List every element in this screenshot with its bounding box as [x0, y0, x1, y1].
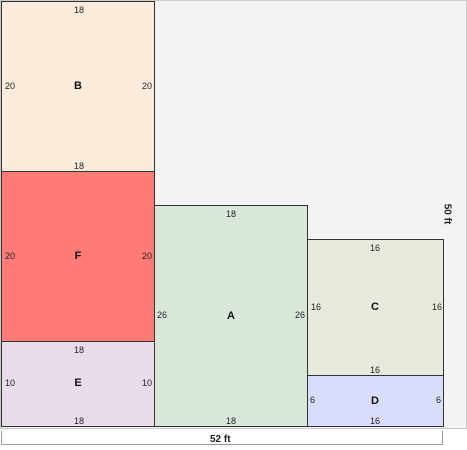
room-e-right-dimension: 10 [142, 378, 153, 388]
room-f-label: F [74, 250, 82, 262]
room-e-bottom-dimension: 18 [73, 416, 85, 426]
room-c[interactable]: 16 16 16 16 C [307, 239, 444, 376]
room-e-left-dimension: 10 [5, 378, 16, 388]
room-b[interactable]: 18 18 20 20 B [1, 1, 155, 172]
room-b-right-dimension: 20 [142, 81, 153, 91]
room-d-right-dimension: 6 [436, 395, 442, 405]
room-c-right-dimension: 16 [432, 302, 443, 312]
room-e-label: E [74, 377, 82, 389]
room-d-bottom-dimension: 16 [369, 416, 381, 426]
height-scale-label: 50 ft [441, 203, 453, 225]
room-f-left-dimension: 20 [5, 251, 16, 261]
room-e-top-dimension: 18 [73, 345, 85, 355]
room-a[interactable]: 18 18 26 26 A [154, 205, 308, 427]
room-e[interactable]: 18 18 10 10 E [1, 341, 155, 427]
room-b-left-dimension: 20 [5, 81, 16, 91]
room-a-label: A [227, 310, 235, 322]
room-b-top-dimension: 18 [73, 5, 85, 15]
room-a-bottom-dimension: 18 [225, 416, 237, 426]
width-scale-label: 52 ft [210, 434, 231, 445]
room-c-left-dimension: 16 [311, 302, 322, 312]
room-d-left-dimension: 6 [310, 395, 316, 405]
room-c-top-dimension: 16 [369, 243, 381, 253]
room-b-bottom-dimension: 18 [73, 161, 85, 171]
room-c-bottom-dimension: 16 [369, 365, 381, 375]
room-a-left-dimension: 26 [157, 310, 168, 320]
room-a-top-dimension: 18 [225, 209, 237, 219]
room-c-label: C [371, 301, 379, 313]
room-f[interactable]: 20 20 F [1, 171, 155, 342]
room-b-label: B [74, 80, 82, 92]
room-d[interactable]: 16 6 6 D [307, 375, 444, 427]
room-d-label: D [371, 395, 379, 407]
width-scale-bar [1, 431, 443, 445]
room-f-right-dimension: 20 [142, 251, 153, 261]
room-a-right-dimension: 26 [295, 310, 306, 320]
